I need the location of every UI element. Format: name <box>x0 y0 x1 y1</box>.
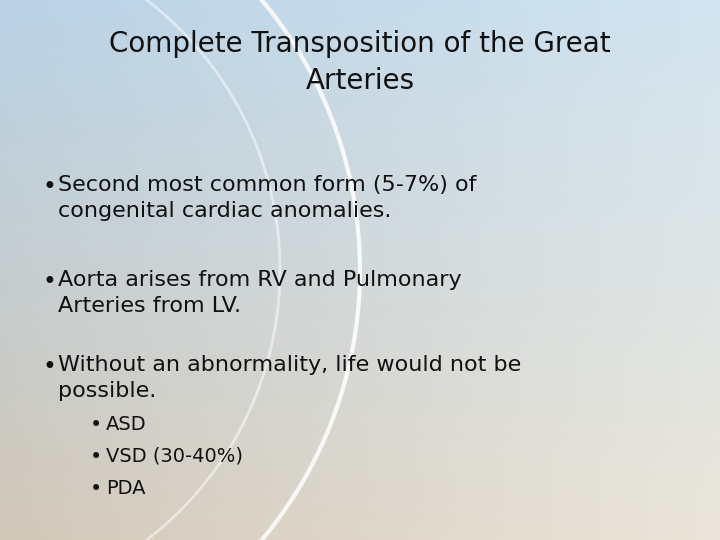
Text: Without an abnormality, life would not be
possible.: Without an abnormality, life would not b… <box>58 355 521 401</box>
Text: •: • <box>90 415 102 435</box>
Text: •: • <box>90 479 102 499</box>
Text: Aorta arises from RV and Pulmonary
Arteries from LV.: Aorta arises from RV and Pulmonary Arter… <box>58 270 462 315</box>
Text: •: • <box>42 355 56 379</box>
Text: ASD: ASD <box>106 415 147 434</box>
Text: PDA: PDA <box>106 479 145 498</box>
Text: VSD (30-40%): VSD (30-40%) <box>106 447 243 466</box>
Text: •: • <box>42 175 56 199</box>
Text: •: • <box>90 447 102 467</box>
Text: Complete Transposition of the Great
Arteries: Complete Transposition of the Great Arte… <box>109 30 611 95</box>
Text: •: • <box>42 270 56 294</box>
Text: Second most common form (5-7%) of
congenital cardiac anomalies.: Second most common form (5-7%) of congen… <box>58 175 477 221</box>
